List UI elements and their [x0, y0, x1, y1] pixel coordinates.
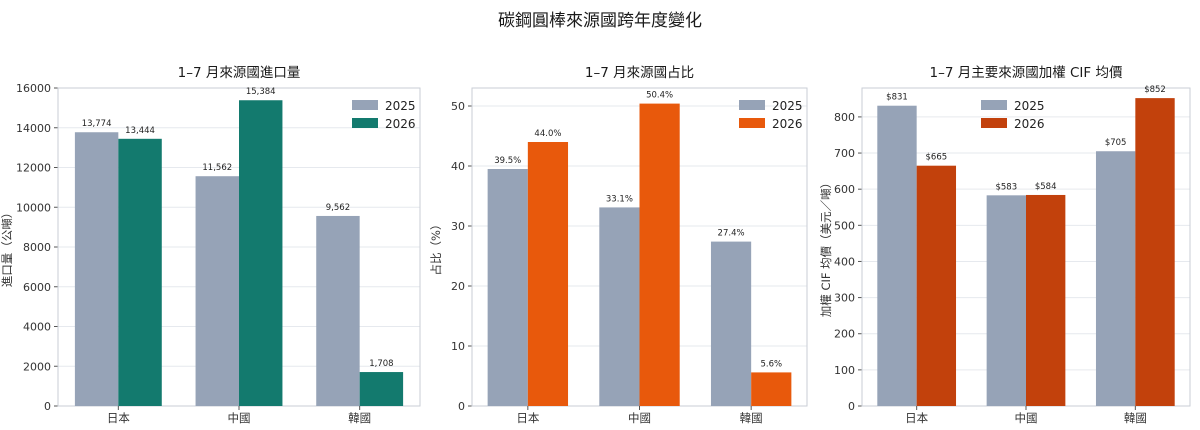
- legend-label: 2026: [385, 117, 416, 131]
- bar: [639, 103, 680, 406]
- y-tick-label: 6000: [23, 281, 51, 294]
- bar-value-label: 15,384: [246, 87, 276, 97]
- x-tick-label: 中國: [1015, 411, 1038, 425]
- y-tick-label: 300: [834, 292, 855, 305]
- bar: [527, 142, 569, 406]
- bar: [877, 105, 917, 406]
- chart-cif-price: 1–7 月主要來源國加權 CIF 均價 0 100 200 300 400 500 600 70…: [819, 65, 1191, 425]
- bar-value-label: 44.0%: [534, 129, 561, 139]
- figure-title: 碳鋼圓棒來源國跨年度變化: [498, 11, 702, 31]
- y-tick-label: 10000: [16, 201, 51, 214]
- y-tick-label: 100: [834, 364, 855, 377]
- bar: [986, 195, 1026, 406]
- y-tick-label: 20: [451, 280, 465, 293]
- y-tick-label: 2000: [23, 360, 51, 373]
- y-tick-label: 200: [834, 328, 855, 341]
- bar: [118, 138, 162, 406]
- y-axis-label: 占比（%）: [429, 219, 443, 276]
- legend-swatch: [739, 118, 765, 128]
- bar-value-label: 13,444: [125, 126, 155, 136]
- bar-value-label: $583: [995, 182, 1017, 192]
- legend-swatch: [981, 118, 1007, 128]
- y-tick-label: 40: [451, 160, 465, 173]
- legend-swatch: [352, 100, 378, 110]
- y-tick-label: 800: [834, 111, 855, 124]
- legend-label: 2026: [772, 117, 803, 131]
- x-tick-label: 韓國: [740, 411, 763, 425]
- bar: [316, 215, 360, 406]
- bar-value-label: 27.4%: [718, 229, 745, 239]
- y-axis-label: 加權 CIF 均價（美元／噸）: [819, 177, 833, 317]
- bar-value-label: $831: [886, 93, 908, 103]
- bar: [751, 372, 792, 406]
- y-tick-label: 500: [834, 219, 855, 232]
- bar-value-label: 1,708: [369, 359, 393, 369]
- y-axis-label: 進口量（公噸）: [0, 207, 14, 288]
- bar-value-label: 39.5%: [494, 156, 521, 166]
- bar: [74, 132, 119, 406]
- bar: [1026, 194, 1066, 406]
- chart-title: 1–7 月主要來源國加權 CIF 均價: [930, 65, 1123, 81]
- bar: [710, 241, 752, 406]
- chart-share: 1–7 月來源國占比 0 10 20 30 40 50 占比（%） 日本 39.5% 44.0% 中國…: [429, 65, 808, 425]
- bar: [195, 176, 239, 406]
- y-tick-label: 8000: [23, 241, 51, 254]
- y-tick-label: 16000: [16, 82, 51, 95]
- bar-value-label: 33.1%: [606, 194, 633, 204]
- bar: [599, 207, 640, 406]
- bar-value-label: 9,562: [326, 203, 350, 213]
- bar: [1095, 151, 1136, 406]
- y-tick-label: 600: [834, 183, 855, 196]
- legend-swatch: [981, 100, 1007, 110]
- bar: [487, 169, 528, 406]
- bar-value-label: 11,562: [202, 163, 232, 173]
- x-tick-label: 中國: [628, 411, 651, 425]
- chart-title: 1–7 月來源國進口量: [178, 65, 301, 81]
- y-tick-label: 12000: [16, 162, 51, 175]
- y-tick-label: 700: [834, 147, 855, 160]
- y-tick-label: 50: [451, 100, 465, 113]
- y-tick-label: 14000: [16, 122, 51, 135]
- y-tick-label: 0: [458, 400, 465, 413]
- bar: [239, 100, 283, 407]
- x-tick-label: 日本: [905, 411, 928, 425]
- bar-value-label: $852: [1144, 85, 1166, 95]
- y-tick-label: 0: [848, 400, 855, 413]
- bar-value-label: 13,774: [82, 119, 112, 129]
- legend-label: 2025: [385, 99, 416, 113]
- bar: [359, 372, 404, 406]
- y-tick-label: 0: [44, 400, 51, 413]
- legend-label: 2026: [1014, 117, 1045, 131]
- y-tick-label: 10: [451, 340, 465, 353]
- chart-import-volume: 1–7 月來源國進口量 0 2000 4000 6000 8000 10000 12000 14…: [0, 65, 421, 425]
- bar-value-label: $665: [926, 153, 948, 163]
- legend-swatch: [739, 100, 765, 110]
- x-tick-label: 中國: [228, 411, 251, 425]
- bar: [1135, 98, 1175, 407]
- legend-label: 2025: [1014, 99, 1045, 113]
- x-tick-label: 韓國: [1124, 411, 1147, 425]
- x-tick-label: 日本: [107, 411, 130, 425]
- bar-value-label: 5.6%: [760, 359, 782, 369]
- y-tick-label: 30: [451, 220, 465, 233]
- y-tick-label: 4000: [23, 321, 51, 334]
- legend-swatch: [352, 118, 378, 128]
- x-tick-label: 韓國: [348, 411, 371, 425]
- x-tick-label: 日本: [516, 411, 539, 425]
- y-tick-label: 400: [834, 255, 855, 268]
- legend-label: 2025: [772, 99, 803, 113]
- bar-value-label: 50.4%: [646, 91, 673, 101]
- bar: [916, 165, 957, 406]
- bar-value-label: $705: [1105, 138, 1127, 148]
- chart-title: 1–7 月來源國占比: [585, 65, 694, 81]
- bar-value-label: $584: [1035, 182, 1057, 192]
